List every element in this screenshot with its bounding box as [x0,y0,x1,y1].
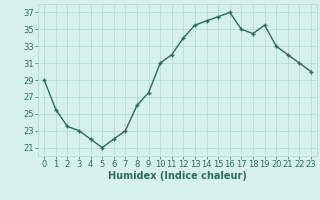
X-axis label: Humidex (Indice chaleur): Humidex (Indice chaleur) [108,171,247,181]
